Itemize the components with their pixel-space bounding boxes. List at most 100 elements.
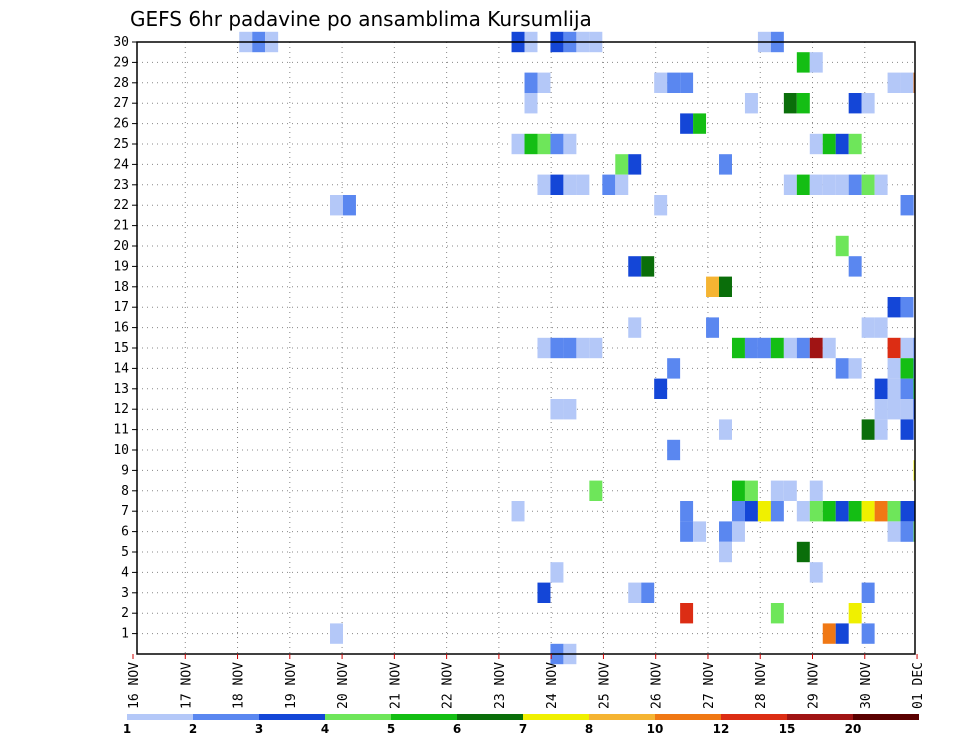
precip-cell — [900, 521, 914, 542]
precip-cell — [874, 419, 888, 440]
precip-cell — [809, 501, 823, 522]
precip-cell — [628, 582, 642, 603]
precip-cell — [615, 154, 629, 175]
precip-cell — [615, 174, 629, 195]
y-tick-label: 23 — [113, 178, 129, 193]
precip-cell — [342, 195, 356, 216]
precip-cell — [628, 154, 642, 175]
grid-lines — [137, 42, 915, 654]
y-tick-label: 27 — [113, 96, 129, 111]
precip-cell — [900, 419, 914, 440]
precip-cell — [744, 480, 758, 501]
precip-cell — [887, 399, 901, 420]
x-tick-label: 20 NOV — [336, 662, 351, 709]
legend-label: 12 — [713, 722, 730, 736]
precip-cell — [537, 133, 551, 155]
y-tick-label: 7 — [121, 504, 129, 519]
precip-cell — [900, 72, 914, 93]
precip-cell — [757, 337, 771, 359]
x-tick-label: 29 NOV — [807, 662, 822, 709]
precip-cell — [796, 337, 810, 359]
y-tick-label: 4 — [121, 565, 129, 580]
precip-cell — [524, 133, 538, 155]
legend-label: 4 — [321, 722, 329, 736]
precip-cells — [239, 31, 915, 665]
precip-cell — [731, 480, 745, 501]
legend-label: 3 — [255, 722, 263, 736]
legend-swatch — [787, 714, 853, 720]
precip-cell — [822, 133, 836, 155]
precip-cell — [848, 256, 862, 277]
y-tick-label: 20 — [113, 239, 129, 254]
precip-cell — [550, 174, 564, 195]
y-tick-label: 22 — [113, 198, 129, 213]
y-tick-label: 13 — [113, 382, 129, 397]
y-tick-label: 14 — [113, 361, 129, 376]
x-tick-label: 18 NOV — [232, 662, 247, 709]
legend-label: 8 — [585, 722, 593, 736]
precip-cell — [848, 358, 862, 379]
legend-swatch — [655, 714, 721, 720]
precip-cell — [796, 93, 810, 114]
x-tick-label: 27 NOV — [702, 662, 717, 709]
legend-swatch — [325, 714, 391, 720]
precip-cell — [861, 93, 875, 114]
precip-cell — [537, 582, 551, 603]
y-tick-label: 8 — [121, 484, 129, 499]
y-tick-label: 2 — [121, 606, 129, 621]
precip-cell — [900, 337, 914, 359]
legend-label: 20 — [845, 722, 862, 736]
x-tick-label: 30 NOV — [859, 662, 874, 709]
precip-cell — [654, 72, 668, 93]
y-tick-label: 10 — [113, 443, 129, 458]
precip-cell — [563, 133, 577, 155]
precip-cell — [744, 337, 758, 359]
precip-cell — [796, 174, 810, 195]
precip-cell — [770, 337, 784, 359]
precip-cell — [680, 72, 694, 93]
precip-cell — [848, 93, 862, 114]
precip-cell — [550, 399, 564, 420]
precip-cell — [524, 72, 538, 93]
precip-cell — [641, 256, 655, 277]
legend-swatch — [391, 714, 457, 720]
precip-cell — [511, 133, 525, 155]
precip-cell — [719, 521, 732, 542]
x-tick-label: 22 NOV — [441, 662, 456, 709]
precip-cell — [848, 133, 862, 155]
precip-cell — [602, 174, 616, 195]
x-tick-label: 21 NOV — [388, 662, 403, 709]
precip-cell — [589, 480, 603, 501]
y-tick-label: 9 — [121, 463, 129, 478]
y-tick-label: 25 — [113, 137, 129, 152]
y-tick-label: 1 — [121, 627, 129, 642]
precip-cell — [563, 174, 577, 195]
precip-cell — [809, 52, 823, 73]
x-tick-label: 24 NOV — [545, 662, 560, 709]
precip-cell — [887, 72, 901, 93]
precip-cell — [861, 419, 875, 440]
legend-swatch — [853, 714, 919, 720]
legend-label: 15 — [779, 722, 796, 736]
precip-cell — [809, 480, 823, 501]
legend-label: 5 — [387, 722, 395, 736]
precip-cell — [783, 93, 797, 114]
precip-cell — [770, 501, 784, 522]
y-tick-label: 16 — [113, 321, 129, 336]
precip-cell — [822, 174, 836, 195]
precip-cell — [731, 501, 745, 522]
precip-cell — [796, 52, 810, 73]
precip-cell — [641, 582, 655, 603]
precip-cell — [887, 378, 901, 399]
precip-cell — [719, 276, 732, 297]
precip-cell — [796, 501, 810, 522]
precip-cell — [680, 603, 694, 624]
precip-cell — [887, 501, 901, 522]
precip-cell — [680, 521, 694, 542]
precip-cell — [770, 603, 784, 624]
precip-cell — [874, 317, 888, 338]
legend-swatch — [127, 714, 193, 720]
precip-cell — [783, 480, 797, 501]
precip-cell — [861, 623, 875, 644]
